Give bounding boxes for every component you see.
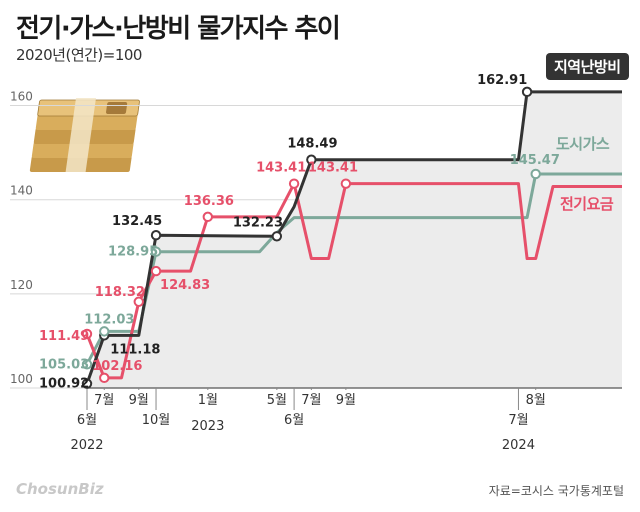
y-tick-label: 140	[10, 184, 33, 198]
data-point-marker	[99, 326, 110, 337]
data-label: 102.16	[92, 359, 142, 374]
x-year-label: 2024	[502, 438, 535, 453]
data-label: 128.95	[108, 245, 158, 260]
data-label: 136.36	[184, 194, 234, 209]
data-label: 105.03	[39, 357, 89, 372]
x-year-label: 2022	[70, 438, 103, 453]
data-label: 132.23	[233, 215, 283, 230]
chart-title: 전기·가스·난방비 물가지수 추이	[16, 14, 341, 44]
data-point-marker	[530, 168, 541, 180]
area-fill	[87, 91, 622, 388]
y-tick-label: 100	[10, 372, 33, 386]
data-point-marker	[202, 211, 214, 223]
data-label: 124.83	[160, 278, 210, 293]
legend-district-heating: 지역난방비	[546, 53, 629, 80]
data-point-marker	[81, 359, 93, 370]
data-label: 111.49	[39, 329, 89, 344]
data-label: 100.92	[39, 377, 89, 392]
data-label: 162.91	[477, 73, 527, 88]
legend-city-gas: 도시가스	[556, 135, 610, 153]
x-tick-label: 8월	[526, 393, 546, 408]
data-point-marker	[150, 246, 162, 257]
x-tick-label: 6월	[284, 413, 304, 428]
x-tick-label: 5월	[267, 393, 287, 408]
data-label: 118.32	[95, 285, 145, 300]
source-note: 자료=코시스 국가통계포털	[488, 484, 624, 498]
data-point-marker	[150, 265, 162, 277]
data-point-marker	[99, 372, 110, 384]
x-tick-label: 10월	[142, 413, 171, 428]
data-point-marker	[81, 378, 93, 389]
data-point-marker	[81, 328, 93, 340]
data-point-marker	[288, 178, 300, 189]
chart-subtitle: 2020년(연간)=100	[16, 46, 142, 64]
x-tick-label: 7월	[94, 393, 114, 408]
data-label: 112.03	[84, 312, 134, 327]
x-tick-label: 7월	[301, 393, 321, 408]
data-label: 143.41	[256, 161, 306, 176]
data-label: 111.18	[110, 342, 160, 357]
data-label: 143.41	[308, 161, 358, 176]
data-point-marker	[521, 86, 533, 98]
legend-electricity: 전기요금	[560, 195, 614, 213]
x-tick-label: 9월	[336, 393, 356, 408]
data-point-marker	[133, 296, 144, 307]
x-tick-label: 1월	[198, 393, 218, 408]
series-line-0	[85, 90, 622, 385]
data-label: 148.49	[287, 137, 337, 152]
x-tick-label: 7월	[508, 413, 528, 428]
data-point-marker	[340, 178, 352, 189]
data-point-marker	[306, 154, 317, 165]
data-point-marker	[271, 231, 283, 242]
x-tick-label: 6월	[77, 413, 97, 428]
y-tick-label: 120	[10, 278, 33, 292]
data-label: 132.45	[112, 214, 162, 229]
chosunbiz-logo: ChosunBiz	[16, 480, 104, 498]
y-tick-label: 160	[10, 90, 33, 104]
data-label: 145.47	[510, 153, 560, 168]
x-tick-label: 9월	[129, 393, 149, 408]
x-year-label: 2023	[191, 419, 224, 434]
money-stack-icon	[29, 98, 140, 172]
data-point-marker	[150, 230, 162, 241]
